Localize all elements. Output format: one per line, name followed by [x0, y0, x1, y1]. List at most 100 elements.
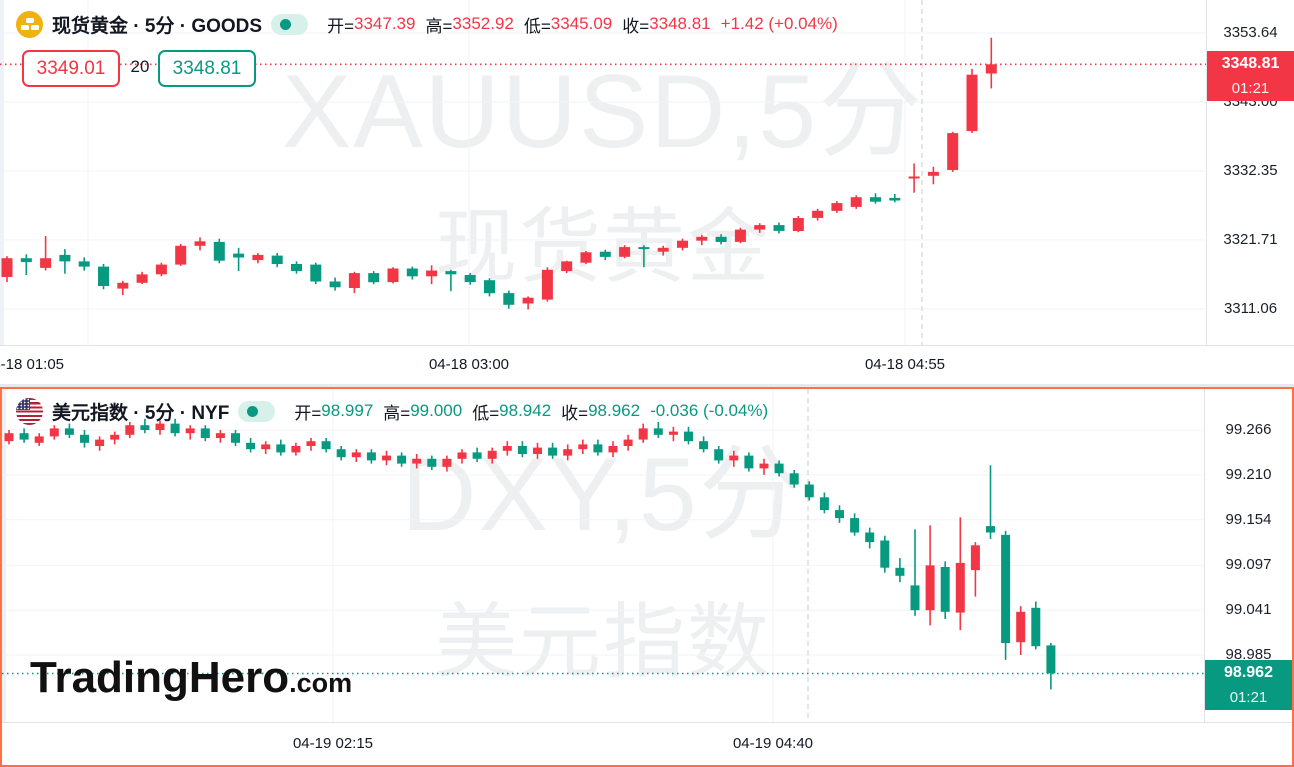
- watermark-name: 现货黄金: [434, 202, 772, 293]
- panel-divider[interactable]: [0, 383, 1294, 387]
- candle-body: [955, 562, 965, 613]
- candle-body: [593, 444, 603, 453]
- candle-body: [64, 428, 74, 435]
- candle-body: [759, 463, 769, 469]
- candle-body: [657, 247, 669, 252]
- candle-body: [321, 441, 331, 450]
- sell-price-tag[interactable]: 3349.01: [22, 50, 120, 87]
- gold-price-scale[interactable]: 3353.64 3343.00 3332.35 3321.71 3311.06 3348.…: [1206, 0, 1294, 345]
- candle-body: [561, 261, 573, 272]
- gold-chart-canvas[interactable]: [0, 0, 1206, 345]
- symbol-status-pill[interactable]: [271, 13, 309, 35]
- gold-legend: 现货黄金 · 5分 · GOODS 开= 3347.39 高= 3352.92 低=…: [16, 10, 838, 38]
- candle-body: [533, 447, 542, 454]
- candle-body: [985, 64, 997, 74]
- gold-time-scale[interactable]: 04-18 01:05 04-18 03:00 04-18 04:55: [0, 345, 1294, 384]
- candle-body: [155, 423, 165, 430]
- badge-countdown: 01:21: [1229, 689, 1268, 706]
- candle-body: [541, 269, 553, 300]
- candle-body: [78, 261, 90, 267]
- high-value: 3352.92: [452, 14, 514, 33]
- candle-body: [1016, 611, 1026, 643]
- dxy-symbol-title[interactable]: 美元指数 · 5分 · NYF: [52, 402, 230, 424]
- candle-body: [696, 236, 708, 241]
- open-value: 98.997: [321, 401, 374, 420]
- dxy-ohlc-readout: 开= 98.997 高= 99.000 低= 98.942 收= 98.962 -0.0…: [284, 399, 768, 424]
- close-label: 收=: [561, 403, 589, 423]
- change-value: -0.036 (-0.04%): [650, 401, 769, 420]
- price-tick-label: 99.041: [1225, 601, 1272, 618]
- price-tick-label: 3332.35: [1223, 162, 1278, 179]
- spread-quantity-label: 20: [130, 57, 150, 76]
- low-label: 低=: [523, 16, 551, 36]
- us-flag-icon: [16, 397, 43, 425]
- candle-body: [578, 444, 588, 450]
- candle-body: [329, 281, 341, 288]
- current-price-badge: 3348.81 01:21: [1207, 51, 1294, 101]
- dxy-chart-canvas[interactable]: [2, 389, 1204, 722]
- panel-left-edge: [2, 389, 6, 765]
- candle-body: [271, 255, 283, 264]
- candle-body: [653, 428, 663, 435]
- symbol-status-pill[interactable]: [238, 400, 276, 422]
- low-value: 98.942: [499, 401, 552, 420]
- candle-body: [831, 203, 843, 211]
- candle-body: [368, 273, 380, 283]
- candle-body: [19, 433, 29, 440]
- gold-symbol-title[interactable]: 现货黄金 · 5分 · GOODS: [52, 15, 263, 37]
- candle-body: [608, 446, 618, 453]
- candle-body: [366, 452, 376, 461]
- candle-body: [233, 253, 245, 258]
- dxy-price-scale[interactable]: 99.266 99.210 99.154 99.097 99.041 98.985 98.9…: [1204, 389, 1292, 722]
- close-value: 98.962: [588, 401, 641, 420]
- time-tick-label: 04-18 01:05: [0, 356, 65, 373]
- candle-body: [261, 444, 271, 450]
- candle-body: [213, 241, 225, 261]
- candle-body: [986, 526, 995, 533]
- candle-body: [908, 176, 920, 179]
- candle-body: [246, 442, 256, 450]
- candle-body: [291, 446, 301, 453]
- candle-body: [734, 229, 746, 242]
- candle-body: [744, 455, 754, 469]
- candle-body: [406, 268, 418, 277]
- candle-body: [715, 236, 727, 242]
- candle-body: [503, 293, 515, 305]
- candle-body: [773, 225, 785, 231]
- panel-left-edge: [0, 0, 4, 383]
- candle-body: [850, 518, 860, 533]
- candle-body: [336, 449, 346, 458]
- status-dot-icon: [280, 18, 292, 30]
- dxy-time-scale[interactable]: 04-19 02:15 04-19 04:40: [2, 722, 1292, 764]
- candle-body: [714, 449, 724, 461]
- open-label: 开=: [294, 403, 322, 423]
- candle-body: [1, 258, 13, 277]
- candle-body: [835, 510, 844, 519]
- candle-body: [215, 433, 225, 438]
- price-tick-label: 3353.64: [1223, 24, 1278, 41]
- current-price-badge: 98.962 01:21: [1205, 660, 1292, 710]
- candle-body: [117, 282, 129, 289]
- candle-body: [472, 452, 482, 459]
- low-value: 3345.09: [550, 14, 613, 33]
- change-value: +1.42 (+0.04%): [720, 14, 838, 33]
- badge-price: 3348.81: [1221, 55, 1280, 72]
- candle-body: [548, 447, 558, 456]
- candle-body: [1001, 534, 1011, 643]
- price-tick-label: 98.985: [1225, 646, 1272, 663]
- time-tick-label: 04-18 04:55: [864, 356, 946, 373]
- candle-body: [4, 433, 14, 442]
- candle-body: [812, 210, 824, 218]
- tradinghero-logo: TradingHero.com: [30, 656, 352, 700]
- gold-ohlc-readout: 开= 3347.39 高= 3352.92 低= 3345.09 收= 3348.81 …: [317, 12, 838, 37]
- price-tick-label: 99.210: [1225, 466, 1272, 483]
- candle-body: [865, 532, 875, 543]
- buy-price-tag[interactable]: 3348.81: [158, 50, 256, 87]
- candle-body: [20, 258, 32, 263]
- candle-body: [940, 567, 950, 612]
- badge-price: 98.962: [1224, 664, 1273, 681]
- price-tick-label: 3311.06: [1223, 300, 1278, 317]
- candle-body: [155, 264, 167, 275]
- candle-body: [40, 258, 52, 268]
